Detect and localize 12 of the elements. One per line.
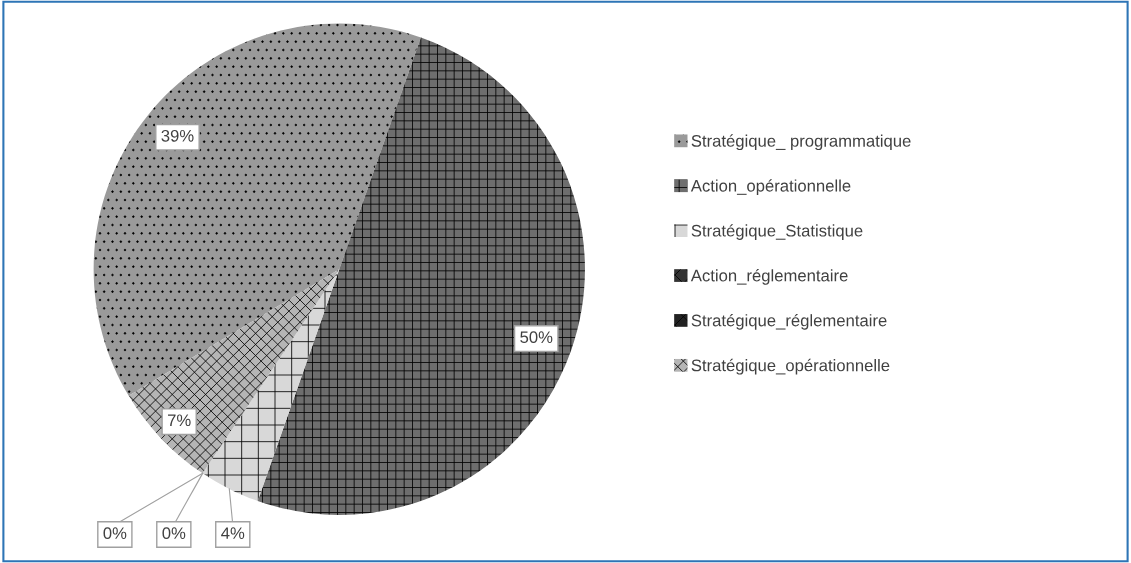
legend-label: Action_réglementaire [690,269,848,285]
data-label: 50% [520,331,553,344]
text: 0% [103,527,127,540]
data-label: 7% [167,414,191,427]
data-label: 39% [161,129,194,142]
legend-label: Stratégique_opérationnelle [691,358,890,375]
data-label: 4% [221,527,245,539]
legend-label: Stratégique_réglementaire [691,313,887,330]
legend-label: Stratégique_Statistique [691,224,863,240]
text: 0% [162,527,186,540]
legend-label: Action_opérationnelle [690,179,851,195]
legend-label: Stratégique_ programmatique [691,134,911,151]
